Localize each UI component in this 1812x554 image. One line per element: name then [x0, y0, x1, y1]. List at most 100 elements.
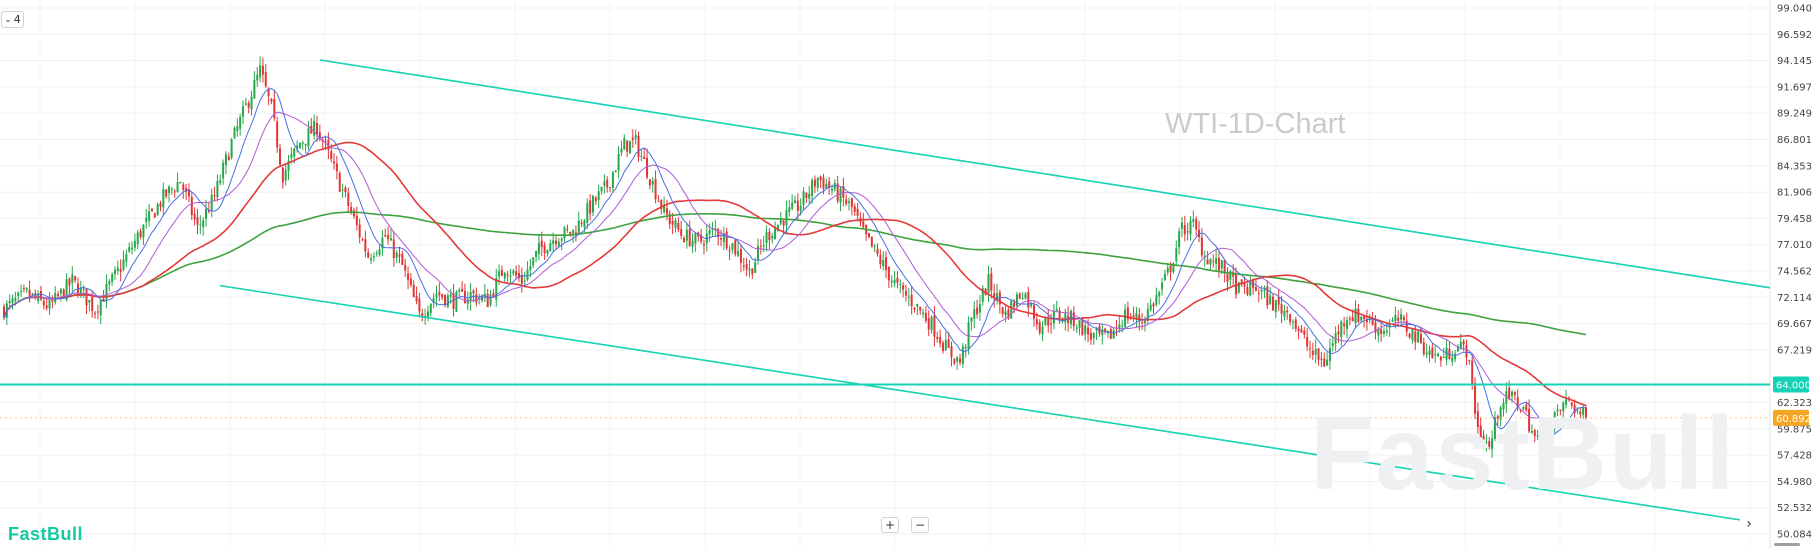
- horizontal-scrollbar[interactable]: [1774, 543, 1800, 546]
- candle-body: [65, 279, 68, 301]
- candle-body: [1360, 316, 1363, 321]
- candle-body: [1343, 323, 1346, 327]
- y-tick-label: 74.562: [1777, 267, 1812, 278]
- zoom-out-button[interactable]: −: [911, 517, 929, 533]
- candle-body: [1249, 280, 1252, 296]
- candle-body: [1183, 225, 1186, 235]
- candle-body: [1280, 304, 1283, 314]
- candle-body: [1089, 332, 1092, 340]
- candle-body: [600, 186, 603, 192]
- candle-body: [378, 249, 381, 255]
- candle-body: [580, 222, 583, 224]
- candle-body: [293, 148, 296, 157]
- candle-body: [1556, 409, 1559, 412]
- candle-body: [799, 206, 802, 211]
- candle-body: [594, 197, 597, 201]
- y-tick-label: 67.219: [1777, 345, 1812, 356]
- candle-body: [540, 240, 543, 248]
- candle-body: [566, 228, 569, 230]
- candle-body: [1146, 309, 1149, 319]
- y-tick-label: 54.980: [1777, 477, 1812, 488]
- candle-body: [623, 137, 626, 150]
- candle-body: [31, 293, 34, 295]
- y-tick-label: 57.428: [1777, 451, 1812, 462]
- candle-body: [529, 266, 532, 271]
- candle-body: [1411, 329, 1414, 341]
- candle-body: [1166, 267, 1169, 273]
- candle-body: [1323, 358, 1326, 367]
- horizontal-level-badge: [1773, 376, 1809, 393]
- interval-dropdown-button[interactable]: ⌄ 4: [1, 11, 24, 28]
- candle-body: [1533, 430, 1536, 437]
- candle-body: [987, 274, 990, 294]
- candle-body: [96, 311, 99, 313]
- candle-body: [1289, 314, 1292, 323]
- lower-channel-line: [219, 284, 1741, 521]
- candle-body: [782, 220, 785, 226]
- candle-body: [1192, 219, 1195, 222]
- candle-body: [182, 184, 185, 190]
- candle-body: [256, 74, 259, 81]
- candle-body: [111, 274, 114, 282]
- candle-body: [748, 268, 751, 271]
- candle-body: [74, 276, 77, 281]
- candle-body: [224, 154, 227, 166]
- y-tick-label: 62.323: [1777, 398, 1812, 409]
- candle-body: [1035, 319, 1038, 325]
- candle-body: [805, 192, 808, 198]
- candle-body: [8, 301, 11, 304]
- candle-body: [1585, 407, 1587, 418]
- candle-body: [347, 192, 350, 207]
- candle-body: [1394, 315, 1397, 322]
- candle-body: [830, 188, 833, 191]
- candle-body: [927, 317, 930, 330]
- candle-body: [924, 312, 927, 321]
- candle-body: [657, 200, 660, 202]
- candle-body: [1545, 450, 1548, 454]
- candle-body: [887, 266, 890, 281]
- candle-body: [407, 273, 410, 280]
- candle-body: [751, 268, 754, 275]
- candle-body: [626, 140, 629, 152]
- candle-body: [187, 189, 190, 197]
- candle-body: [1010, 300, 1013, 319]
- candle-body: [1454, 353, 1457, 360]
- y-tick-label: 81.906: [1777, 188, 1812, 199]
- candle-body: [179, 181, 182, 184]
- candle-body: [432, 298, 435, 303]
- candle-body: [1058, 310, 1061, 320]
- candle-body: [1232, 272, 1235, 277]
- candle-body: [1408, 333, 1411, 338]
- candle-body: [1161, 282, 1164, 290]
- candle-body: [1417, 331, 1420, 343]
- candle-body: [996, 293, 999, 301]
- candle-body: [620, 148, 623, 153]
- candle-body: [1328, 348, 1331, 362]
- candle-body: [395, 252, 398, 258]
- candle-body: [1437, 353, 1440, 356]
- candle-body: [1007, 309, 1010, 319]
- candle-body: [230, 139, 233, 158]
- candle-body: [668, 213, 671, 224]
- zoom-in-button[interactable]: +: [881, 517, 899, 533]
- candle-body: [1260, 290, 1263, 292]
- candle-body: [1371, 319, 1374, 325]
- candle-body: [1397, 317, 1400, 321]
- candle-body: [1240, 279, 1243, 284]
- upper-channel-line: [319, 59, 1771, 289]
- candle-body: [1186, 231, 1189, 233]
- candle-body: [1286, 310, 1289, 313]
- candle-body: [882, 260, 885, 267]
- scroll-right-button[interactable]: ›: [1740, 516, 1758, 532]
- candle-body: [489, 294, 492, 306]
- candle-body: [259, 65, 262, 78]
- candle-body: [492, 293, 495, 297]
- candle-body: [71, 274, 74, 283]
- candle-body: [1388, 324, 1391, 328]
- candle-body: [1200, 237, 1203, 256]
- candle-body: [1155, 295, 1158, 305]
- candle-body: [1368, 317, 1371, 320]
- candle-body: [1550, 422, 1553, 436]
- candle-body: [785, 209, 788, 226]
